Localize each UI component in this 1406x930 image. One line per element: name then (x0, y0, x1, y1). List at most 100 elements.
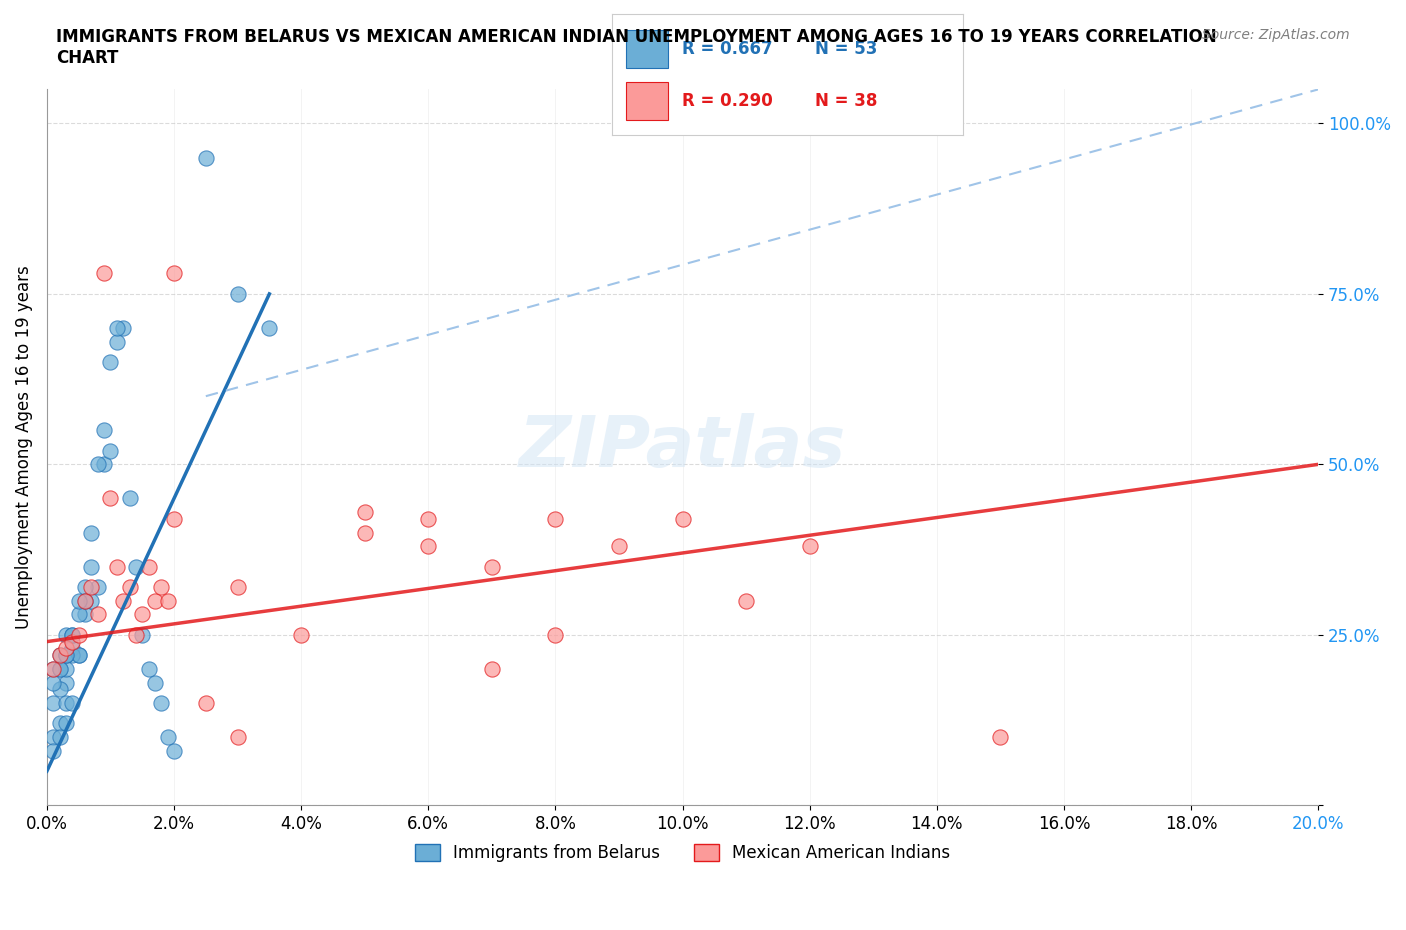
Point (60, 634, 83, 649)
Point (544, 512, 567, 526)
Point (131, 628, 153, 643)
Point (87, 457, 110, 472)
Point (125, 628, 148, 643)
Point (80, 525, 103, 540)
Point (42, 661, 65, 676)
Point (73, 579, 96, 594)
Text: Source: ZipAtlas.com: Source: ZipAtlas.com (1202, 28, 1350, 42)
Point (194, 150, 217, 165)
Point (67, 593, 90, 608)
Point (42, 661, 65, 676)
Point (60, 628, 83, 643)
Point (799, 538, 821, 553)
Point (112, 321, 135, 336)
Point (226, 730, 249, 745)
Point (163, 512, 186, 526)
Point (60, 696, 83, 711)
Point (150, 579, 173, 594)
Point (80, 579, 103, 594)
Point (156, 593, 179, 608)
Point (48, 661, 70, 676)
Point (138, 559, 160, 574)
Point (143, 675, 166, 690)
Point (143, 593, 166, 608)
Point (55, 696, 77, 711)
Bar (626, 30, 668, 69)
Point (125, 559, 148, 574)
Point (481, 559, 503, 574)
Point (118, 579, 141, 594)
Point (42, 743, 65, 758)
Point (42, 696, 65, 711)
Point (163, 743, 186, 758)
Point (105, 334, 128, 349)
Point (150, 696, 173, 711)
Point (55, 648, 77, 663)
Point (290, 628, 312, 643)
Point (60, 641, 83, 656)
Point (55, 675, 77, 690)
Point (60, 628, 83, 643)
Point (118, 491, 141, 506)
Point (105, 321, 128, 336)
Point (353, 525, 375, 540)
Point (55, 641, 77, 656)
Text: IMMIGRANTS FROM BELARUS VS MEXICAN AMERICAN INDIAN UNEMPLOYMENT AMONG AGES 16 TO: IMMIGRANTS FROM BELARUS VS MEXICAN AMERI… (56, 28, 1216, 67)
Point (226, 579, 249, 594)
Point (48, 648, 70, 663)
Point (112, 593, 135, 608)
Point (259, 321, 281, 336)
Point (48, 682, 70, 697)
Point (42, 675, 65, 690)
Point (156, 730, 179, 745)
Point (67, 628, 90, 643)
Text: R = 0.667: R = 0.667 (682, 40, 772, 58)
Text: N = 53: N = 53 (815, 40, 877, 58)
Point (48, 661, 70, 676)
Point (67, 607, 90, 622)
Point (100, 444, 122, 458)
Y-axis label: Unemployment Among Ages 16 to 19 years: Unemployment Among Ages 16 to 19 years (15, 265, 32, 630)
Legend: Immigrants from Belarus, Mexican American Indians: Immigrants from Belarus, Mexican America… (408, 837, 957, 869)
Point (87, 579, 110, 594)
Point (163, 266, 186, 281)
Point (55, 716, 77, 731)
Point (93, 423, 115, 438)
Point (544, 628, 567, 643)
Text: N = 38: N = 38 (815, 92, 877, 110)
Point (55, 661, 77, 676)
Point (100, 491, 122, 506)
Point (48, 648, 70, 663)
Point (100, 354, 122, 369)
Point (93, 457, 115, 472)
Point (73, 607, 96, 622)
Point (80, 593, 103, 608)
Point (60, 648, 83, 663)
Point (131, 607, 153, 622)
Point (481, 661, 503, 676)
Point (73, 593, 96, 608)
Text: R = 0.290: R = 0.290 (682, 92, 773, 110)
Point (607, 538, 630, 553)
Point (138, 661, 160, 676)
Point (990, 730, 1012, 745)
Point (48, 716, 70, 731)
Text: ZIPatlas: ZIPatlas (519, 413, 846, 482)
Point (105, 559, 128, 574)
Point (80, 559, 103, 574)
Point (418, 538, 440, 553)
Point (418, 512, 440, 526)
Point (67, 648, 90, 663)
Bar (626, 82, 668, 120)
Point (93, 266, 115, 281)
Point (42, 730, 65, 745)
Point (55, 628, 77, 643)
Point (55, 648, 77, 663)
Point (671, 512, 693, 526)
Point (353, 505, 375, 520)
Point (87, 607, 110, 622)
Point (73, 593, 96, 608)
Point (194, 696, 217, 711)
Point (226, 286, 249, 301)
Point (67, 648, 90, 663)
